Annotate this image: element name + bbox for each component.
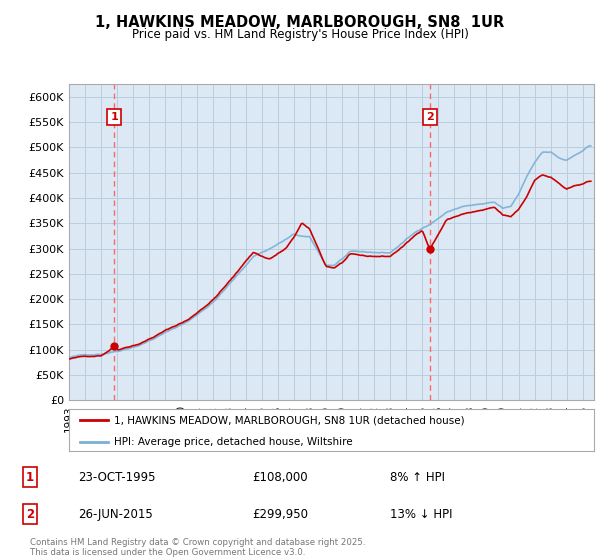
Text: 2: 2 (26, 507, 34, 521)
Text: £108,000: £108,000 (252, 470, 308, 484)
Text: 13% ↓ HPI: 13% ↓ HPI (390, 507, 452, 521)
Text: HPI: Average price, detached house, Wiltshire: HPI: Average price, detached house, Wilt… (113, 437, 352, 446)
Text: Contains HM Land Registry data © Crown copyright and database right 2025.
This d: Contains HM Land Registry data © Crown c… (30, 538, 365, 557)
Text: 2: 2 (426, 112, 434, 122)
Text: Price paid vs. HM Land Registry's House Price Index (HPI): Price paid vs. HM Land Registry's House … (131, 28, 469, 41)
Text: 1: 1 (110, 112, 118, 122)
Text: 8% ↑ HPI: 8% ↑ HPI (390, 470, 445, 484)
Text: 1: 1 (26, 470, 34, 484)
Text: 26-JUN-2015: 26-JUN-2015 (78, 507, 153, 521)
Text: 1, HAWKINS MEADOW, MARLBOROUGH, SN8  1UR: 1, HAWKINS MEADOW, MARLBOROUGH, SN8 1UR (95, 15, 505, 30)
Text: 1, HAWKINS MEADOW, MARLBOROUGH, SN8 1UR (detached house): 1, HAWKINS MEADOW, MARLBOROUGH, SN8 1UR … (113, 415, 464, 425)
Text: £299,950: £299,950 (252, 507, 308, 521)
Text: 23-OCT-1995: 23-OCT-1995 (78, 470, 155, 484)
